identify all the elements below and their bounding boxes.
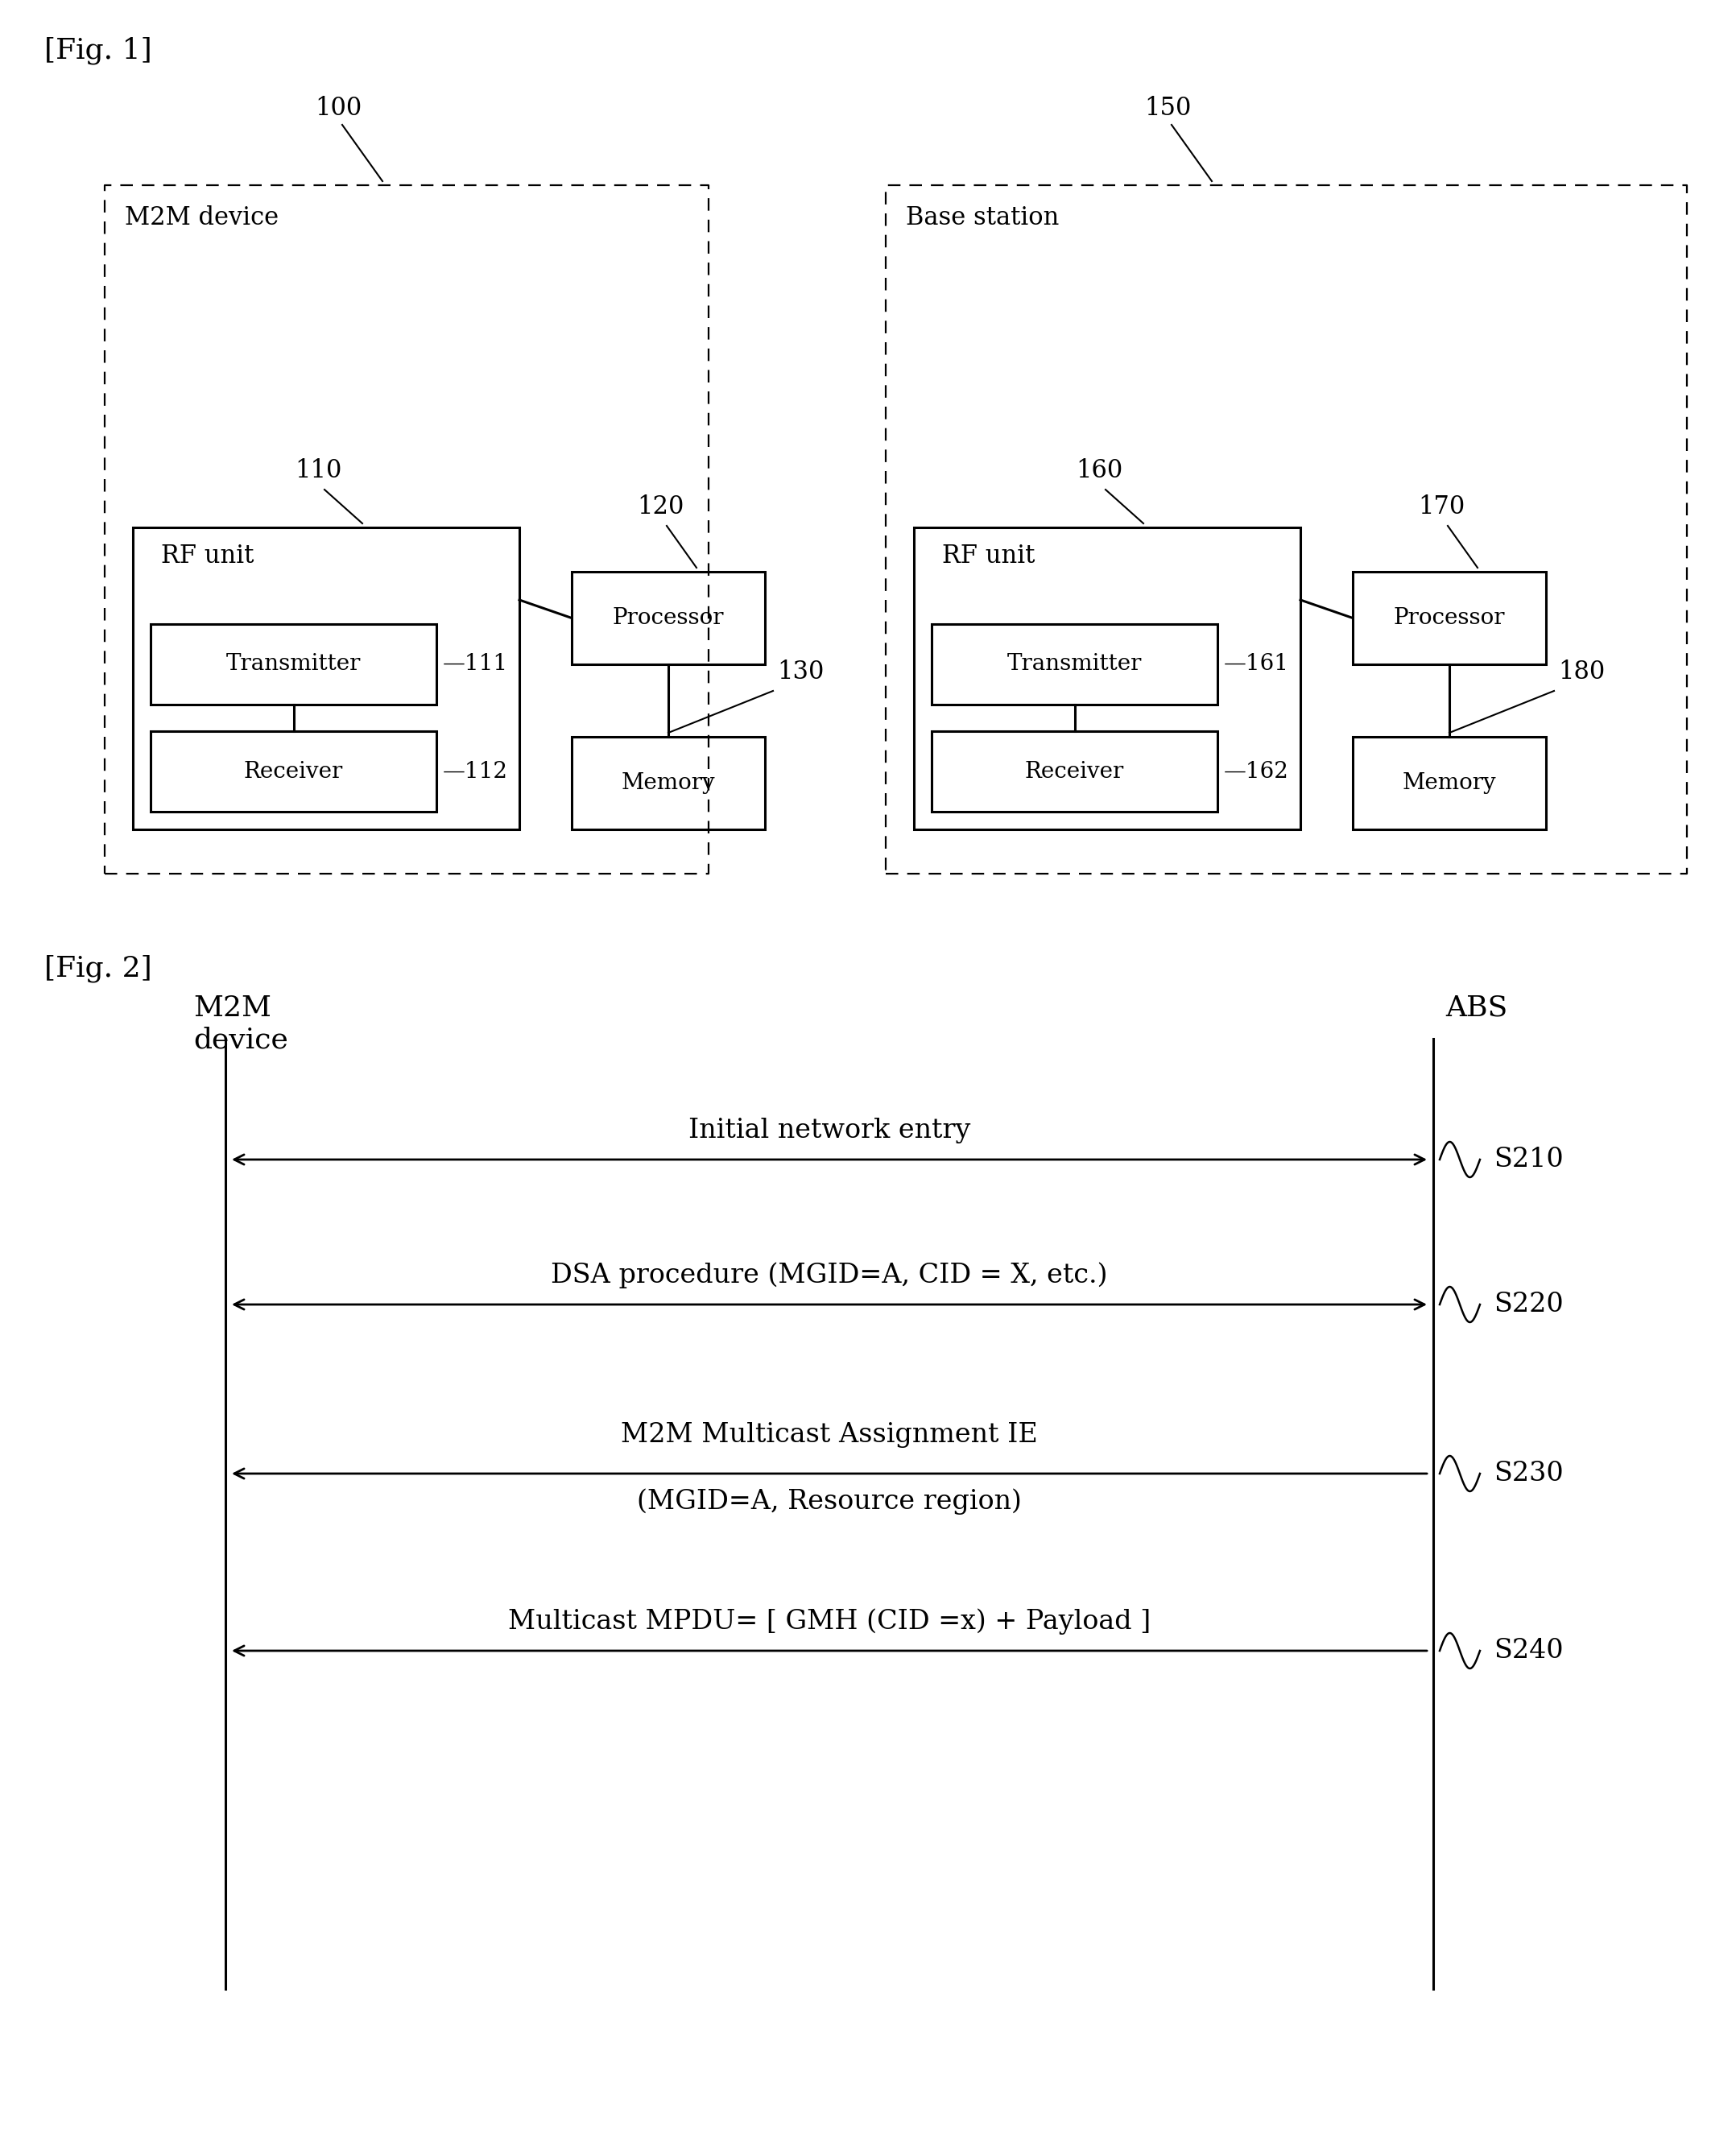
- Text: (MGID=A, Resource region): (MGID=A, Resource region): [637, 1488, 1023, 1514]
- Text: 130: 130: [778, 660, 825, 684]
- Text: 180: 180: [1557, 660, 1606, 684]
- Text: M2M
device: M2M device: [193, 995, 288, 1054]
- Text: Processor: Processor: [613, 606, 724, 630]
- Text: Multicast MPDU= [ GMH (CID =x) + Payload ]: Multicast MPDU= [ GMH (CID =x) + Payload…: [509, 1608, 1151, 1634]
- Text: S210: S210: [1493, 1146, 1564, 1172]
- Text: M2M device: M2M device: [125, 206, 279, 230]
- Text: ABS: ABS: [1446, 995, 1507, 1021]
- Text: Processor: Processor: [1394, 606, 1505, 630]
- Text: Memory: Memory: [621, 772, 715, 793]
- Text: RF unit: RF unit: [161, 544, 253, 568]
- Text: 160: 160: [1076, 458, 1123, 484]
- Text: Receiver: Receiver: [243, 761, 344, 783]
- Text: M2M Multicast Assignment IE: M2M Multicast Assignment IE: [621, 1421, 1038, 1447]
- Text: Memory: Memory: [1403, 772, 1496, 793]
- Text: Receiver: Receiver: [1024, 761, 1125, 783]
- Text: —161: —161: [1224, 654, 1290, 675]
- Text: —162: —162: [1224, 761, 1290, 783]
- Text: 100: 100: [314, 97, 361, 120]
- Text: —111: —111: [443, 654, 509, 675]
- Text: Transmitter: Transmitter: [1007, 654, 1142, 675]
- Text: [Fig. 1]: [Fig. 1]: [45, 37, 153, 64]
- Text: 110: 110: [295, 458, 342, 484]
- Text: 170: 170: [1418, 494, 1465, 520]
- Text: —112: —112: [443, 761, 509, 783]
- Text: DSA procedure (MGID=A, CID = X, etc.): DSA procedure (MGID=A, CID = X, etc.): [550, 1262, 1108, 1288]
- Text: Base station: Base station: [906, 206, 1059, 230]
- Text: RF unit: RF unit: [943, 544, 1035, 568]
- Text: S240: S240: [1493, 1638, 1564, 1664]
- Text: Transmitter: Transmitter: [226, 654, 361, 675]
- Text: S230: S230: [1493, 1460, 1564, 1486]
- Text: Initial network entry: Initial network entry: [687, 1118, 970, 1144]
- Text: 120: 120: [637, 494, 684, 520]
- Text: S220: S220: [1493, 1292, 1564, 1318]
- Text: [Fig. 2]: [Fig. 2]: [45, 955, 153, 983]
- Text: 150: 150: [1144, 97, 1191, 120]
